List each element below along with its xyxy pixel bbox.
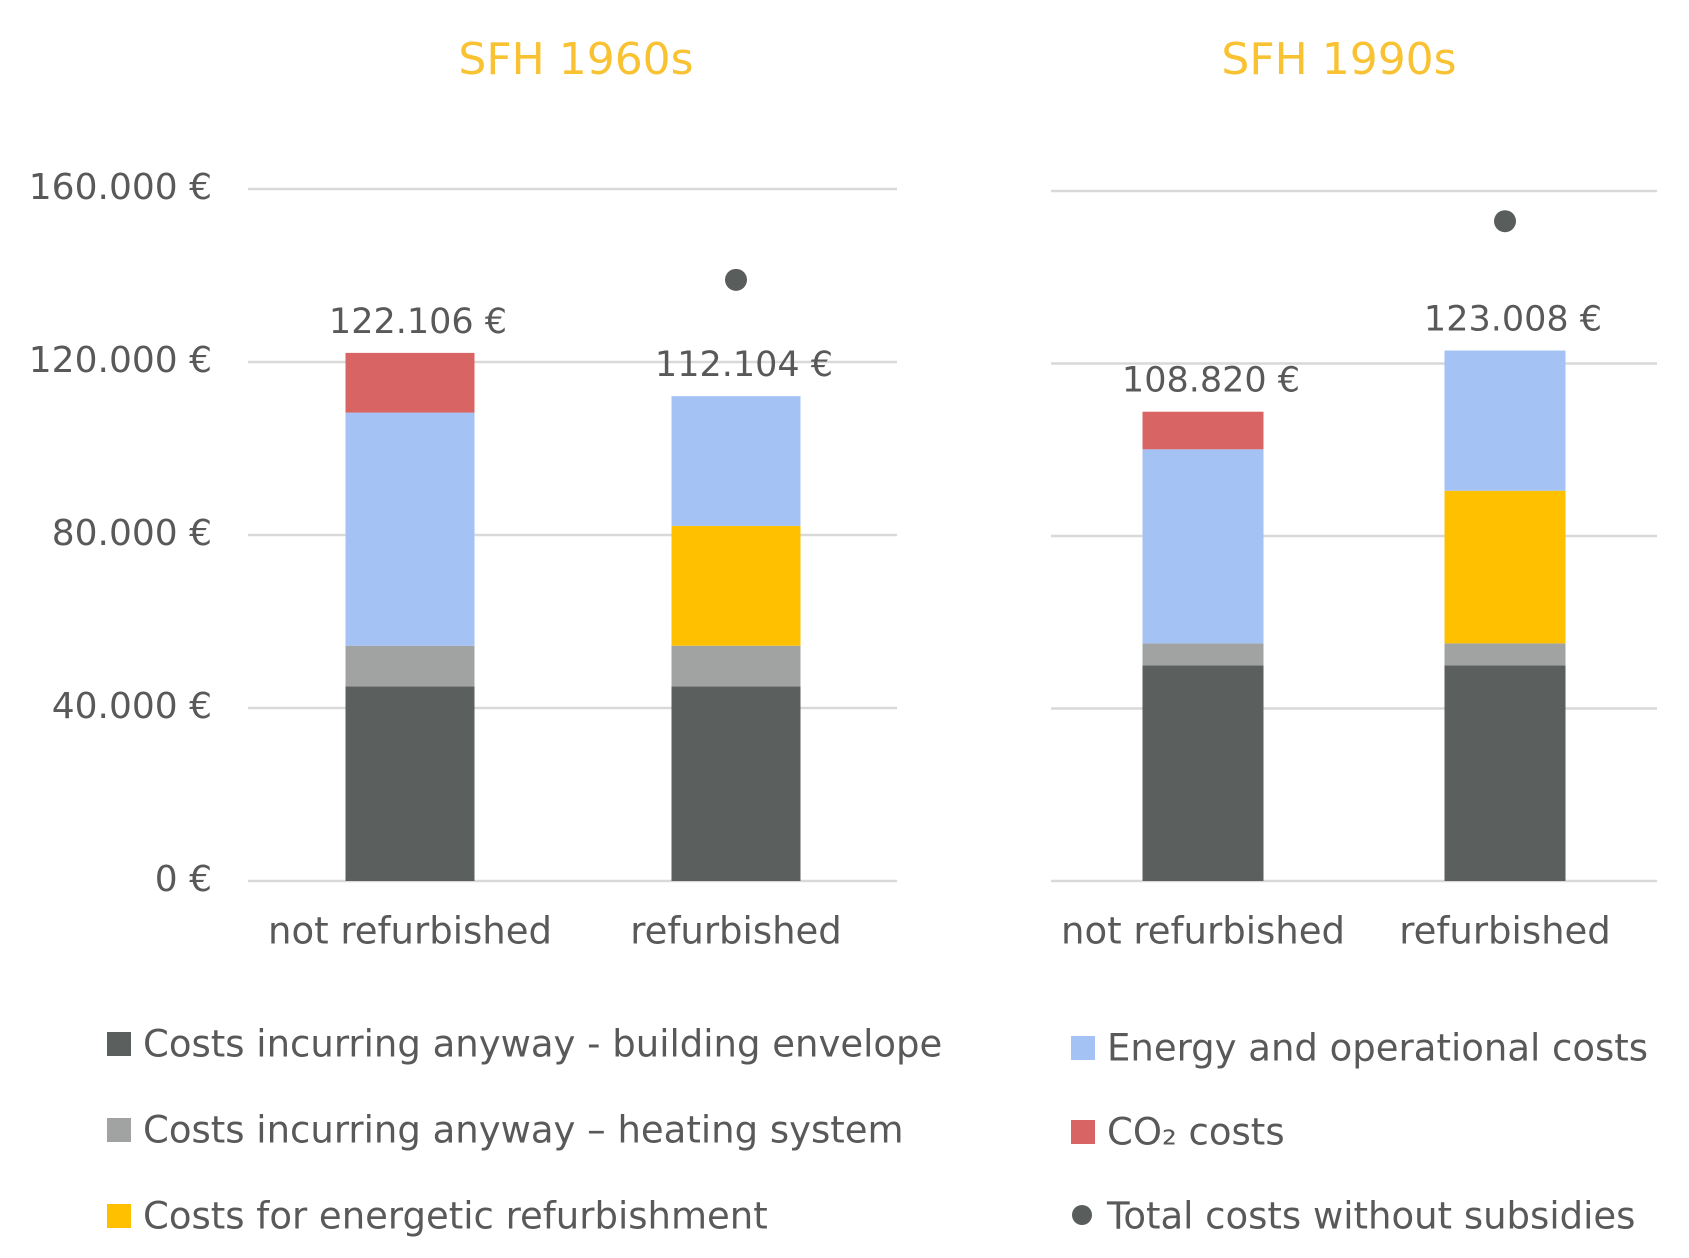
legend-swatch [1071, 1120, 1095, 1144]
y-tick-label: 80.000 € [52, 513, 212, 554]
bar-segment [1142, 449, 1264, 644]
legend-label: Costs incurring anyway – heating system [143, 1109, 904, 1152]
bar-segment [1142, 411, 1264, 450]
y-tick-label: 40.000 € [52, 686, 212, 727]
x-tick-label: refurbished [1399, 910, 1611, 953]
legend-label: Total costs without subsidies [1106, 1195, 1635, 1238]
x-tick-label: not refurbished [1061, 910, 1345, 953]
bar-segment [345, 412, 475, 646]
bar-segment [1142, 643, 1264, 666]
x-tick-label: refurbished [630, 910, 842, 953]
x-tick-label: not refurbished [268, 910, 552, 953]
y-tick-label: 160.000 € [29, 167, 212, 208]
bar-segment [1444, 490, 1566, 644]
chart-title: SFH 1990s [1221, 34, 1456, 85]
legend-label: Costs incurring anyway - building envelo… [143, 1023, 942, 1066]
bar-segment [345, 352, 475, 413]
bar-segment [671, 525, 801, 646]
bar-segment [671, 686, 801, 881]
data-label: 122.106 € [329, 302, 507, 342]
bar-segment [1444, 665, 1566, 881]
legend-swatch [107, 1118, 131, 1142]
bar-segment [1444, 350, 1566, 491]
data-label: 108.820 € [1122, 361, 1300, 401]
bar-segment [671, 396, 801, 526]
legend-swatch [107, 1204, 131, 1228]
data-label: 123.008 € [1424, 300, 1602, 340]
data-label: 112.104 € [655, 345, 833, 385]
chart-title: SFH 1960s [458, 34, 693, 85]
legend-swatch [107, 1032, 131, 1056]
legend-label: Energy and operational costs [1107, 1027, 1648, 1070]
legend-swatch [1071, 1036, 1095, 1060]
bar-segment [671, 645, 801, 687]
total-marker [1494, 210, 1516, 233]
bar-segment [1142, 665, 1264, 881]
legend-label: CO₂ costs [1107, 1111, 1285, 1154]
y-tick-label: 120.000 € [29, 340, 212, 381]
bar-segment [345, 645, 475, 687]
bar-segment [1444, 643, 1566, 666]
total-marker [725, 268, 747, 291]
y-tick-label: 0 € [155, 859, 212, 900]
legend-label: Costs for energetic refurbishment [143, 1195, 768, 1238]
bar-segment [345, 686, 475, 881]
legend-marker [1072, 1205, 1092, 1225]
